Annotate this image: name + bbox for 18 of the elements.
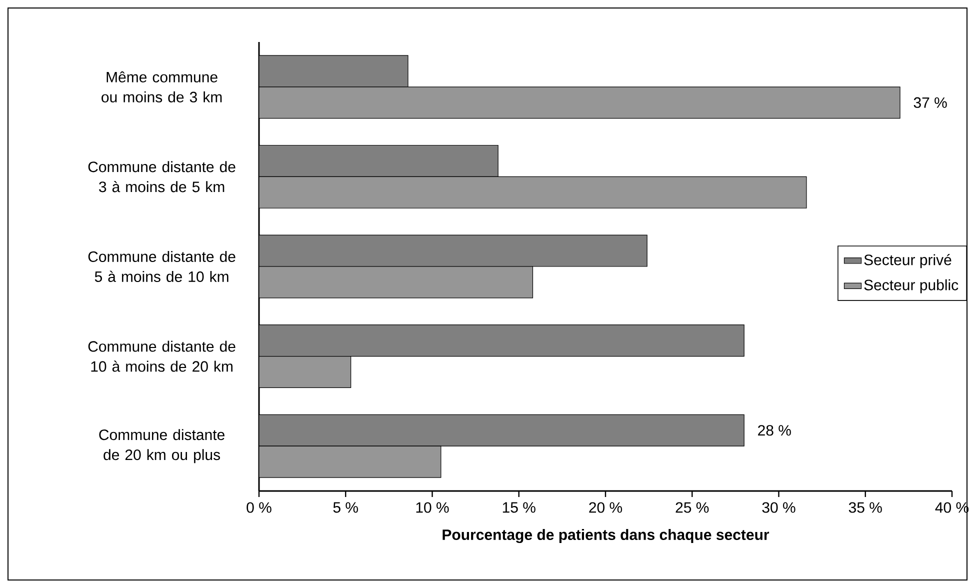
legend-label: Secteur public xyxy=(864,279,958,294)
x-tick-label: 0 % xyxy=(246,502,272,513)
y-tick-label: Commune distante de 20 km ou plus xyxy=(99,429,224,464)
x-tick-label: 20 % xyxy=(589,502,622,513)
x-tick-label: 5 % xyxy=(333,502,358,513)
x-tick-label: 15 % xyxy=(502,502,536,513)
x-axis-title: Pourcentage de patients dans chaque secteur xyxy=(442,529,770,544)
x-tick-label: 25 % xyxy=(676,502,709,513)
x-tick-label: 35 % xyxy=(848,502,882,513)
data-label: 28 % xyxy=(758,425,791,436)
y-tick-label: Commune distante de 10 à moins de 20 km xyxy=(88,340,236,372)
y-tick-label: Commune distante de 5 à moins de 10 km xyxy=(88,250,236,282)
data-label: 37 % xyxy=(914,97,947,108)
x-tick-label: 10 % xyxy=(416,502,449,513)
y-tick-label: Même commune ou moins de 3 km xyxy=(102,71,222,102)
legend-label: Secteur privé xyxy=(864,254,952,268)
x-tick-label: 30 % xyxy=(762,502,796,513)
y-tick-label: Commune distante de 3 à moins de 5 km xyxy=(88,161,236,192)
